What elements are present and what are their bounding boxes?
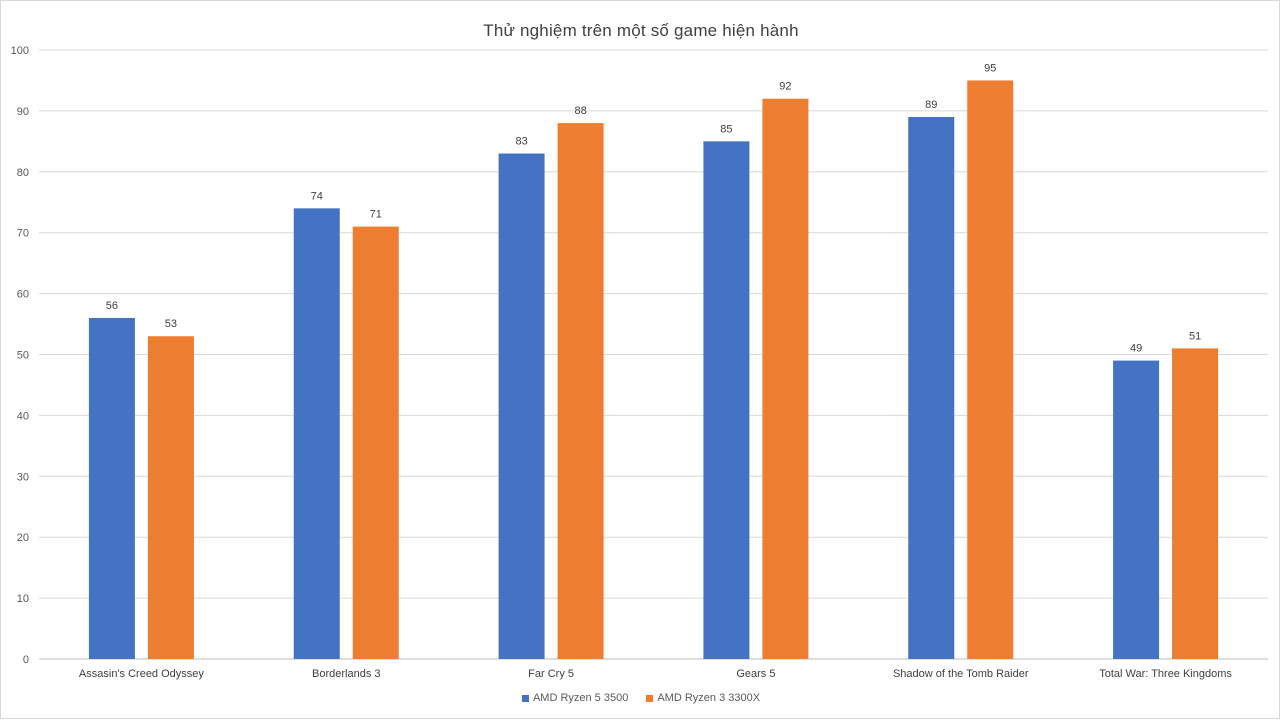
x-tick-label: Far Cry 5	[528, 668, 574, 680]
y-tick-label: 40	[17, 410, 29, 422]
y-tick-label: 50	[17, 350, 29, 362]
bar	[1172, 348, 1219, 659]
data-label: 74	[311, 190, 323, 202]
bar	[293, 208, 340, 659]
bar	[352, 226, 399, 660]
data-label: 51	[1189, 330, 1201, 342]
data-label: 85	[720, 123, 732, 135]
legend-item-series-0: AMD Ryzen 5 3500	[521, 692, 629, 704]
bar	[762, 98, 809, 660]
data-label: 53	[165, 318, 177, 330]
data-label: 56	[106, 300, 118, 312]
legend-swatch	[646, 694, 654, 702]
bar	[1113, 360, 1160, 659]
y-tick-label: 0	[23, 654, 29, 666]
bar	[967, 80, 1014, 659]
data-label: 49	[1130, 343, 1142, 355]
data-label: 83	[515, 136, 527, 148]
x-tick-label: Shadow of the Tomb Raider	[893, 668, 1029, 680]
y-tick-label: 20	[17, 532, 29, 544]
x-tick-label: Assasin's Creed Odyssey	[79, 668, 204, 680]
bar	[908, 116, 955, 660]
bar	[703, 141, 750, 660]
legend: AMD Ryzen 5 3500 AMD Ryzen 3 3300X	[1, 692, 1280, 704]
data-label: 95	[984, 62, 996, 74]
y-tick-label: 10	[17, 593, 29, 605]
legend-item-series-1: AMD Ryzen 3 3300X	[646, 692, 760, 704]
x-tick-label: Borderlands 3	[312, 668, 381, 680]
data-label: 88	[574, 105, 586, 117]
y-tick-label: 80	[17, 167, 29, 179]
legend-swatch	[521, 694, 529, 702]
bar	[88, 317, 135, 659]
legend-label: AMD Ryzen 3 3300X	[657, 692, 761, 704]
legend-label: AMD Ryzen 5 3500	[532, 692, 629, 704]
bar	[498, 153, 545, 659]
data-label: 89	[925, 99, 937, 111]
x-tick-label: Total War: Three Kingdoms	[1099, 668, 1232, 680]
data-label: 92	[779, 81, 791, 93]
y-tick-label: 30	[17, 471, 29, 483]
y-tick-label: 60	[17, 289, 29, 301]
y-tick-label: 100	[11, 45, 29, 57]
y-tick-label: 90	[17, 106, 29, 118]
data-label: 71	[370, 209, 382, 221]
bar	[557, 123, 604, 659]
x-tick-label: Gears 5	[736, 668, 775, 680]
chart-title: Thử nghiệm trên một số game hiện hành	[483, 21, 799, 40]
y-tick-label: 70	[17, 228, 29, 240]
bar	[147, 336, 194, 659]
